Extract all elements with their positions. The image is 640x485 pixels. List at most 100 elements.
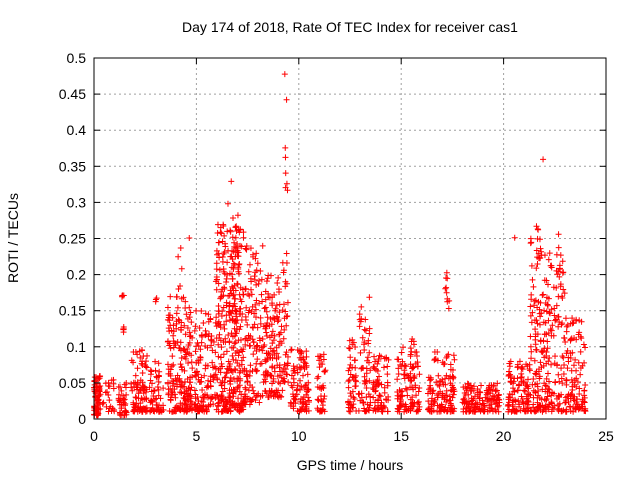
data-point (139, 358, 146, 365)
data-point (346, 345, 353, 352)
data-point (205, 403, 212, 410)
data-point (545, 256, 552, 263)
data-point (539, 408, 546, 415)
data-point (578, 335, 585, 342)
data-point (226, 338, 233, 345)
data-point (235, 352, 242, 359)
data-point (235, 253, 242, 260)
data-point (532, 326, 539, 333)
data-point (526, 361, 533, 368)
data-point (142, 363, 149, 370)
data-point (168, 363, 175, 370)
data-point (527, 392, 534, 399)
data-point (178, 379, 185, 386)
data-point (445, 305, 452, 312)
data-point (546, 250, 553, 257)
data-point (573, 367, 580, 374)
data-point (259, 298, 266, 305)
data-point (430, 387, 437, 394)
data-point (581, 392, 588, 399)
data-point (258, 360, 265, 367)
data-point (141, 406, 148, 413)
data-point (380, 364, 387, 371)
data-point (513, 408, 520, 415)
data-point (563, 328, 570, 335)
data-point (527, 333, 534, 340)
data-point (172, 404, 179, 411)
data-point (189, 374, 196, 381)
data-point (540, 156, 547, 163)
data-point (440, 381, 447, 388)
data-point (288, 372, 295, 379)
data-point (253, 392, 260, 399)
data-point (132, 372, 139, 379)
data-point (225, 331, 232, 338)
data-point (356, 316, 363, 323)
data-point (135, 390, 142, 397)
data-point (553, 395, 560, 402)
data-point (205, 377, 212, 384)
data-point (223, 318, 230, 325)
data-point (281, 71, 288, 78)
data-point (532, 389, 539, 396)
data-point (229, 283, 236, 290)
data-point (199, 386, 206, 393)
y-tick-label: 0.05 (59, 375, 86, 391)
data-point (130, 379, 137, 386)
data-point (270, 347, 277, 354)
data-point (223, 275, 230, 282)
data-point (535, 366, 542, 373)
data-point (384, 408, 391, 415)
data-point (267, 315, 274, 322)
data-point (249, 336, 256, 343)
data-point (372, 388, 379, 395)
data-point (282, 144, 289, 151)
data-point (520, 387, 527, 394)
data-point (511, 407, 518, 414)
data-point (472, 406, 479, 413)
data-point (427, 382, 434, 389)
data-point (167, 293, 174, 300)
data-point (522, 408, 529, 415)
data-point (426, 406, 433, 413)
data-point (177, 405, 184, 412)
data-point (215, 396, 222, 403)
data-point (275, 379, 282, 386)
data-point (157, 395, 164, 402)
data-point (259, 336, 266, 343)
data-point (573, 317, 580, 324)
data-point (560, 269, 567, 276)
data-point (271, 291, 278, 298)
data-point (443, 372, 450, 379)
data-point (252, 269, 259, 276)
data-point (526, 367, 533, 374)
data-point (399, 358, 406, 365)
data-point (268, 272, 275, 279)
data-point (448, 408, 455, 415)
data-point (219, 395, 226, 402)
data-point (576, 385, 583, 392)
data-point (506, 360, 513, 367)
data-point (301, 359, 308, 366)
data-point (534, 407, 541, 414)
data-point (176, 375, 183, 382)
data-point (350, 401, 357, 408)
data-point (363, 385, 370, 392)
data-point (533, 223, 540, 230)
data-point (415, 398, 422, 405)
data-point (516, 382, 523, 389)
data-point (272, 393, 279, 400)
data-point (288, 347, 295, 354)
data-point (166, 340, 173, 347)
data-point (229, 399, 236, 406)
data-point (559, 380, 566, 387)
data-point (448, 387, 455, 394)
data-point (360, 341, 367, 348)
data-point (544, 302, 551, 309)
data-point (226, 363, 233, 370)
data-point (169, 314, 176, 321)
data-point (529, 309, 536, 316)
data-point (345, 384, 352, 391)
data-point (220, 223, 227, 230)
data-point (116, 410, 123, 417)
